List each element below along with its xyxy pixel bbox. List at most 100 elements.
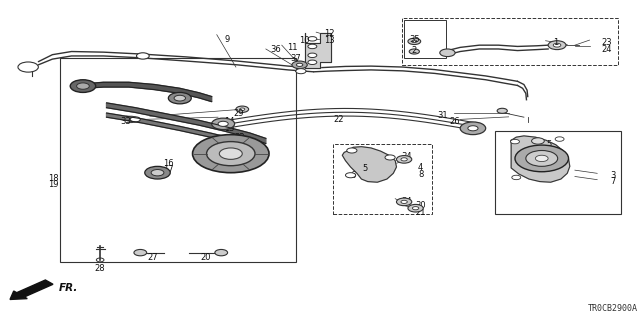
Circle shape [145,166,170,179]
Bar [60,58,296,261]
Circle shape [212,118,235,130]
Text: 19: 19 [49,180,59,189]
Circle shape [460,122,486,135]
Text: 23: 23 [602,38,612,47]
Bar [333,144,431,214]
Text: 31: 31 [438,111,448,120]
Text: 24: 24 [602,45,612,54]
Text: 1: 1 [553,38,558,47]
Circle shape [70,80,96,92]
Circle shape [193,135,269,173]
Circle shape [396,156,412,163]
Text: 32: 32 [234,133,245,142]
Circle shape [215,250,228,256]
Circle shape [240,108,245,110]
Text: 26: 26 [450,117,460,126]
Circle shape [555,137,564,141]
Text: 35: 35 [410,35,420,44]
Text: 7: 7 [611,177,616,186]
Text: 30: 30 [415,202,426,211]
Circle shape [440,49,455,57]
Circle shape [136,53,149,59]
Text: 5: 5 [362,164,367,173]
Circle shape [346,173,356,178]
Circle shape [308,53,317,58]
Circle shape [468,126,478,131]
Text: 18: 18 [49,174,59,183]
Text: 9: 9 [225,35,230,44]
Circle shape [526,150,557,166]
FancyArrow shape [10,280,53,300]
Text: FR.: FR. [59,284,78,293]
Polygon shape [305,33,332,68]
Text: 17: 17 [163,165,173,174]
Text: 16: 16 [163,159,173,168]
Polygon shape [342,147,396,182]
Circle shape [412,40,417,43]
Circle shape [532,138,544,144]
Circle shape [236,106,248,112]
Text: 33: 33 [120,117,131,126]
Circle shape [308,36,317,41]
Text: 11: 11 [287,43,297,52]
Text: 2: 2 [412,46,417,55]
Circle shape [511,140,520,144]
Polygon shape [106,113,266,151]
Circle shape [207,142,255,166]
Bar [401,18,618,65]
Text: 37: 37 [291,54,301,63]
Circle shape [401,158,407,161]
Polygon shape [106,103,266,143]
Text: 6: 6 [351,171,356,180]
Circle shape [497,108,508,113]
Text: 14: 14 [224,117,235,126]
Circle shape [409,49,419,54]
Circle shape [168,92,191,104]
Text: 21: 21 [415,208,426,217]
Circle shape [408,38,420,44]
Text: 13: 13 [324,36,335,44]
Text: 15: 15 [224,124,235,133]
Circle shape [18,62,38,72]
Polygon shape [511,136,570,182]
Text: 22: 22 [334,115,344,124]
Circle shape [396,198,412,206]
Text: 29: 29 [233,108,244,117]
Text: TR0CB2900A: TR0CB2900A [588,304,637,313]
Circle shape [77,83,90,89]
Text: 34: 34 [401,152,412,161]
Text: 25: 25 [240,143,251,152]
Text: 8: 8 [418,170,424,179]
Text: 36: 36 [270,45,281,54]
Text: 5: 5 [547,140,552,149]
Text: 20: 20 [200,253,211,262]
Circle shape [515,145,568,172]
Text: 3: 3 [611,171,616,180]
Circle shape [347,148,357,153]
Polygon shape [84,82,212,102]
Bar [404,20,445,58]
Text: 12: 12 [324,28,335,38]
Text: 10: 10 [299,36,309,44]
Text: 6: 6 [535,146,541,155]
Circle shape [401,200,407,204]
Bar [495,131,621,214]
Circle shape [548,41,566,50]
Circle shape [553,43,561,47]
Circle shape [97,258,104,262]
Circle shape [308,60,317,65]
Circle shape [134,250,147,256]
Circle shape [218,121,228,126]
Text: 27: 27 [147,253,157,262]
Circle shape [412,207,419,210]
Circle shape [236,131,244,135]
Circle shape [292,61,307,69]
Circle shape [512,175,521,180]
Circle shape [220,148,243,159]
Circle shape [536,155,548,162]
Circle shape [240,140,251,145]
Circle shape [385,155,395,160]
Circle shape [151,170,164,176]
Text: 4: 4 [418,164,423,172]
Circle shape [296,63,303,67]
